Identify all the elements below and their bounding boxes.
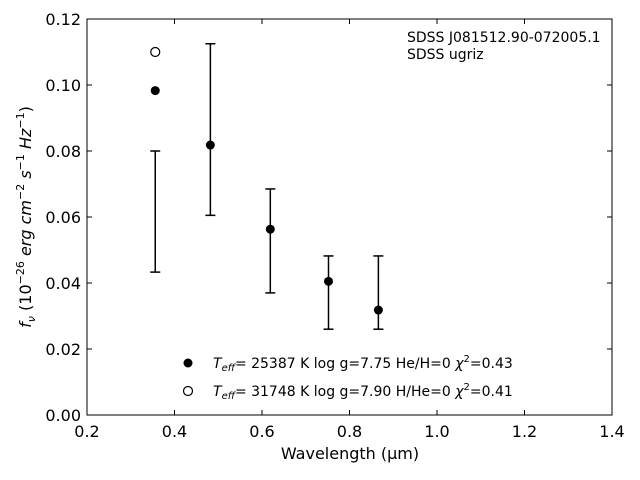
legend-marker-filled	[183, 358, 193, 368]
data-points	[150, 46, 383, 315]
y-axis: 0.00 0.02 0.04 0.06 0.08 0.10 0.12	[45, 10, 612, 425]
model-point-filled	[205, 140, 215, 150]
error-bars	[150, 43, 384, 330]
x-axis: 0.2 0.4 0.6 0.8 1.0 1.2 1.4	[74, 19, 625, 441]
y-tick-label: 0.08	[45, 142, 81, 161]
x-tick-label: 1.0	[424, 422, 449, 441]
model-point-filled	[324, 276, 333, 286]
object-name-annotation: SDSS J081512.90-072005.1	[407, 30, 601, 46]
x-tick-label: 0.2	[74, 422, 99, 441]
x-tick-label: 0.8	[337, 422, 362, 441]
y-tick-label: 0.02	[45, 340, 81, 359]
x-tick-label: 1.4	[599, 422, 624, 441]
filter-set-annotation: SDSS ugriz	[407, 47, 484, 63]
x-tick-label: 0.6	[249, 422, 274, 441]
model-point-filled	[373, 305, 383, 315]
y-tick-label: 0.10	[45, 76, 81, 95]
y-tick-label: 0.04	[45, 274, 81, 293]
y-tick-label: 0.12	[45, 10, 81, 29]
x-tick-label: 1.2	[512, 422, 537, 441]
x-axis-label: Wavelength (μm)	[281, 444, 419, 463]
x-tick-label: 0.4	[162, 422, 187, 441]
model-point-filled	[265, 224, 275, 234]
y-tick-label: 0.00	[45, 406, 81, 425]
legend-entry-1: Teff= 25387 K log g=7.75 He/H=0 χ2=0.43	[213, 354, 513, 374]
legend: Teff= 25387 K log g=7.75 He/H=0 χ2=0.43 …	[182, 354, 513, 402]
legend-entry-2: Teff= 31748 K log g=7.90 H/He=0 χ2=0.41	[213, 382, 513, 402]
model-point-open	[150, 46, 161, 58]
y-tick-label: 0.06	[45, 208, 81, 227]
y-axis-label: fν (10−26 erg cm−2 s−1 Hz−1)	[14, 106, 38, 328]
legend-marker-open	[182, 385, 194, 397]
model-point-filled	[150, 86, 160, 96]
